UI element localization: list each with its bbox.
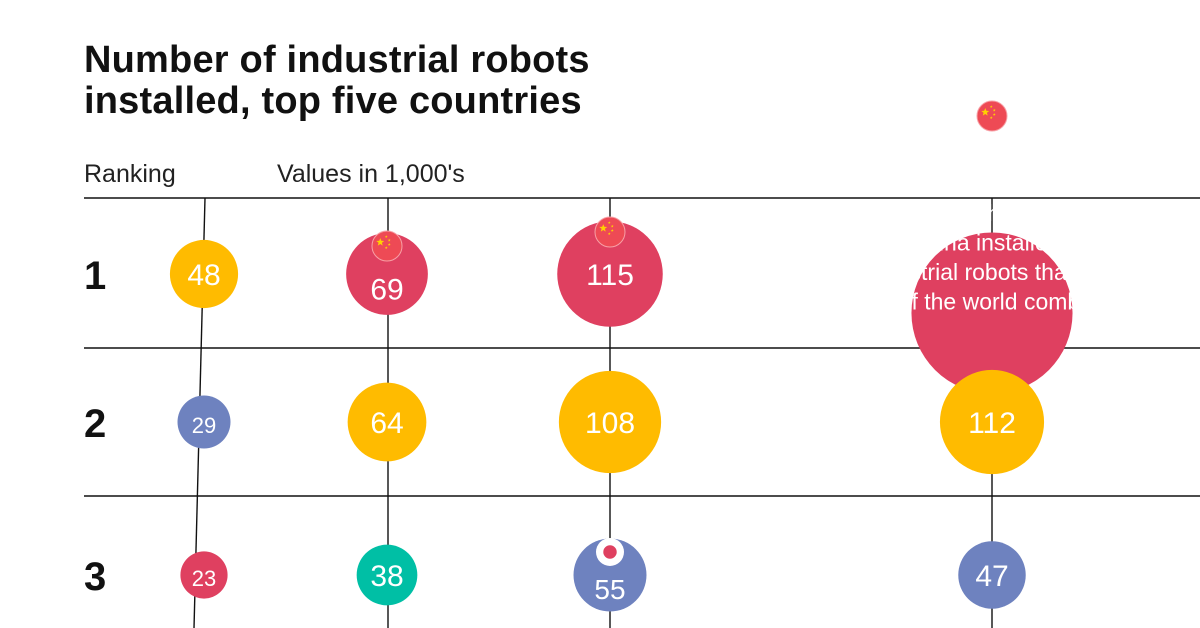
bubble-c1-rank-3-circle xyxy=(180,551,228,599)
chart-title: Number of industrial robots installed, t… xyxy=(84,40,590,122)
bubble-c2-rank-2-circle xyxy=(347,382,427,462)
rank-label-2: 2 xyxy=(84,402,106,446)
data-label-c1-rank-1: 48 xyxy=(187,259,220,292)
data-label-c2-rank-3: 38 xyxy=(370,560,403,593)
annotation-line-1: 2021 was the first year xyxy=(876,200,1108,226)
data-label-c2-rank-1: 69 xyxy=(370,274,403,307)
bubble-c3-rank-3: 55 xyxy=(573,538,647,612)
rank-labels: 1 2 3 xyxy=(84,254,106,599)
china-flag-icon xyxy=(976,100,1008,132)
annotation-line-2: that China installed more xyxy=(865,230,1119,256)
bubble-c3-rank-3-circle xyxy=(573,538,647,612)
data-label-c1-rank-2: 29 xyxy=(192,413,216,438)
data-label-c4-rank-1: 268 xyxy=(967,148,1017,181)
bubble-c4-rank-1-circle xyxy=(911,232,1073,394)
title-line-1: Number of industrial robots xyxy=(84,39,590,81)
bubble-c3-rank-1: 115 xyxy=(557,216,663,327)
bubble-c2-rank-2: 64 xyxy=(347,382,427,462)
rank-label-1: 1 xyxy=(84,254,106,298)
bubble-c1-rank-2-circle xyxy=(177,395,231,449)
title-line-2: installed, top five countries xyxy=(84,80,582,122)
japan-flag-icon xyxy=(596,538,624,566)
ranking-header: Ranking xyxy=(84,160,176,188)
annotation-line-3: industrial robots than the xyxy=(866,259,1118,285)
china-flag-icon xyxy=(371,230,403,262)
bubble-c4-rank-2-circle xyxy=(939,369,1045,475)
bubble-c2-rank-1-circle xyxy=(346,233,428,315)
bubble-c3-rank-1-circle xyxy=(557,221,663,327)
data-label-c3-rank-1: 115 xyxy=(586,259,634,292)
bubble-c2-rank-1: 69 xyxy=(346,230,428,315)
bubble-c4-rank-3-circle xyxy=(958,541,1026,609)
bubble-c2-rank-3: 38 xyxy=(356,544,418,606)
data-label-c2-rank-2: 64 xyxy=(370,407,403,440)
bubble-c2-rank-3-circle xyxy=(356,544,418,606)
data-label-c4-rank-2: 112 xyxy=(968,407,1016,440)
data-label-c3-rank-3: 55 xyxy=(594,574,625,605)
bubble-c1-rank-1-circle xyxy=(169,239,239,309)
bubble-c1-rank-3: 23 xyxy=(180,551,228,599)
data-label-c1-rank-3: 23 xyxy=(192,566,216,591)
rank-label-3: 3 xyxy=(84,555,106,599)
china-flag-icon xyxy=(594,216,626,248)
bubble-c4-rank-1: 268 xyxy=(911,100,1073,394)
bubble-c3-rank-2: 108 xyxy=(558,370,662,474)
bubble-c4-rank-3: 47 xyxy=(958,541,1026,609)
bubble-c1-rank-2: 29 xyxy=(177,395,231,449)
annotation: 2021 was the first year that China instal… xyxy=(854,200,1130,315)
units-header: Values in 1,000's xyxy=(277,160,465,188)
data-label-c4-rank-3: 47 xyxy=(975,560,1008,593)
bubble-c3-rank-2-circle xyxy=(558,370,662,474)
bubble-c4-rank-2: 112 xyxy=(939,369,1045,475)
bubble-c1-rank-1: 48 xyxy=(169,239,239,309)
data-label-c3-rank-2: 108 xyxy=(585,407,635,440)
bubbles: 268 115 112 108 69 64 55 48 47 38 29 23 xyxy=(169,100,1073,612)
annotation-line-4: rest of the world combined. xyxy=(854,289,1130,315)
